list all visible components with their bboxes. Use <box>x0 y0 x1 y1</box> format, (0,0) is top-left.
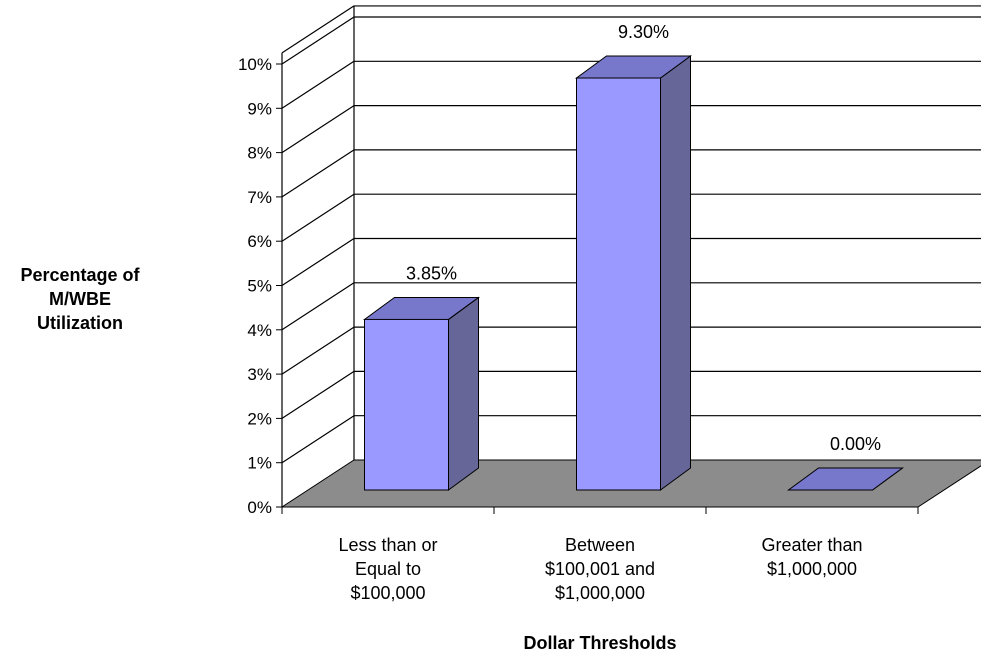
y-tick-label: 4% <box>247 321 272 340</box>
gridline-side <box>281 237 355 287</box>
data-label: 3.85% <box>406 263 457 283</box>
gridline-side <box>281 282 355 331</box>
y-tick-label: 1% <box>247 454 272 473</box>
y-axis-ticks: 0% 1% 2% 3% 4% 5% 6% 7% 8% 9% 10% <box>238 55 282 517</box>
bar-front <box>576 77 661 491</box>
y-tick-label: 2% <box>247 409 272 428</box>
bar <box>786 467 905 491</box>
category-label: $1,000,000 <box>767 559 857 579</box>
bar-front <box>364 318 449 491</box>
bar-side <box>448 296 479 491</box>
category-label: $100,001 and <box>545 559 655 579</box>
bar <box>574 55 693 491</box>
y-tick-label: 5% <box>247 277 272 296</box>
left-wall-top-edge <box>281 5 355 54</box>
x-axis-categories: Less than or Equal to $100,000 Between $100,… <box>338 535 862 603</box>
y-tick-label: 7% <box>247 188 272 207</box>
gridline-side <box>281 105 355 154</box>
y-tick-label: 0% <box>247 498 272 517</box>
y-tick-label: 6% <box>247 232 272 251</box>
bar <box>362 296 481 491</box>
gridline-side <box>281 326 355 375</box>
y-tick-label: 10% <box>238 55 272 74</box>
gridline-side <box>281 60 355 109</box>
gridline-side <box>281 149 355 198</box>
y-axis-title: Percentage of M/WBE Utilization <box>20 265 140 333</box>
gridline-side <box>281 193 355 242</box>
y-tick-label: 3% <box>247 365 272 384</box>
category-label: Less than or <box>338 535 437 555</box>
x-axis-title: Dollar Thresholds <box>523 633 677 653</box>
bars <box>362 55 905 491</box>
gridline-side <box>281 415 355 464</box>
y-tick-label: 8% <box>247 144 272 163</box>
gridline-side <box>281 16 355 65</box>
bar-side <box>660 55 691 491</box>
category-label: Equal to <box>355 559 421 579</box>
bar-top <box>786 467 905 491</box>
gridline-side <box>281 370 355 419</box>
data-label: 0.00% <box>830 434 881 454</box>
category-label: $1,000,000 <box>555 583 645 603</box>
category-label: Between <box>565 535 635 555</box>
category-label: Greater than <box>761 535 862 555</box>
y-tick-label: 9% <box>247 99 272 118</box>
category-label: $100,000 <box>350 583 425 603</box>
data-labels: 3.85% 9.30% 0.00% <box>406 22 881 454</box>
data-label: 9.30% <box>618 22 669 42</box>
